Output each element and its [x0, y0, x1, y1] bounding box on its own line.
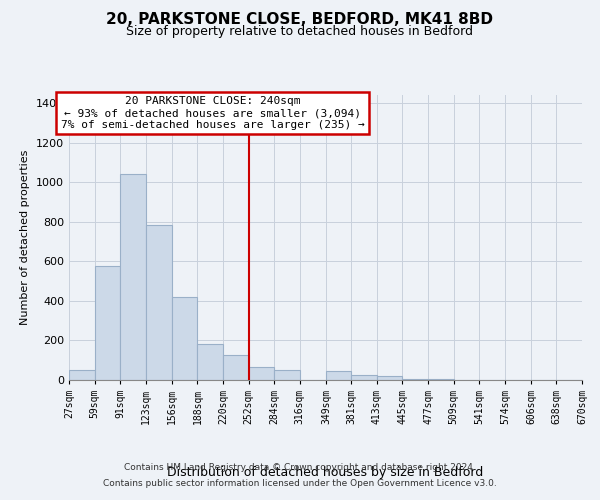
Text: Size of property relative to detached houses in Bedford: Size of property relative to detached ho…	[127, 25, 473, 38]
Bar	[274, 370, 299, 380]
Bar	[120, 174, 146, 380]
Text: Contains public sector information licensed under the Open Government Licence v3: Contains public sector information licen…	[103, 478, 497, 488]
Bar	[69, 370, 95, 380]
Text: 20 PARKSTONE CLOSE: 240sqm
← 93% of detached houses are smaller (3,094)
7% of se: 20 PARKSTONE CLOSE: 240sqm ← 93% of deta…	[61, 96, 365, 130]
Text: Contains HM Land Registry data © Crown copyright and database right 2024.: Contains HM Land Registry data © Crown c…	[124, 464, 476, 472]
Bar	[223, 354, 248, 380]
X-axis label: Distribution of detached houses by size in Bedford: Distribution of detached houses by size …	[167, 466, 484, 479]
Bar	[377, 376, 403, 380]
Bar	[146, 224, 172, 380]
Bar	[403, 379, 428, 380]
Bar	[172, 297, 197, 380]
Bar	[326, 370, 352, 380]
Y-axis label: Number of detached properties: Number of detached properties	[20, 150, 31, 325]
Bar	[95, 266, 120, 380]
Bar	[197, 344, 223, 380]
Bar	[248, 367, 274, 380]
Bar	[352, 375, 377, 380]
Text: 20, PARKSTONE CLOSE, BEDFORD, MK41 8BD: 20, PARKSTONE CLOSE, BEDFORD, MK41 8BD	[107, 12, 493, 28]
